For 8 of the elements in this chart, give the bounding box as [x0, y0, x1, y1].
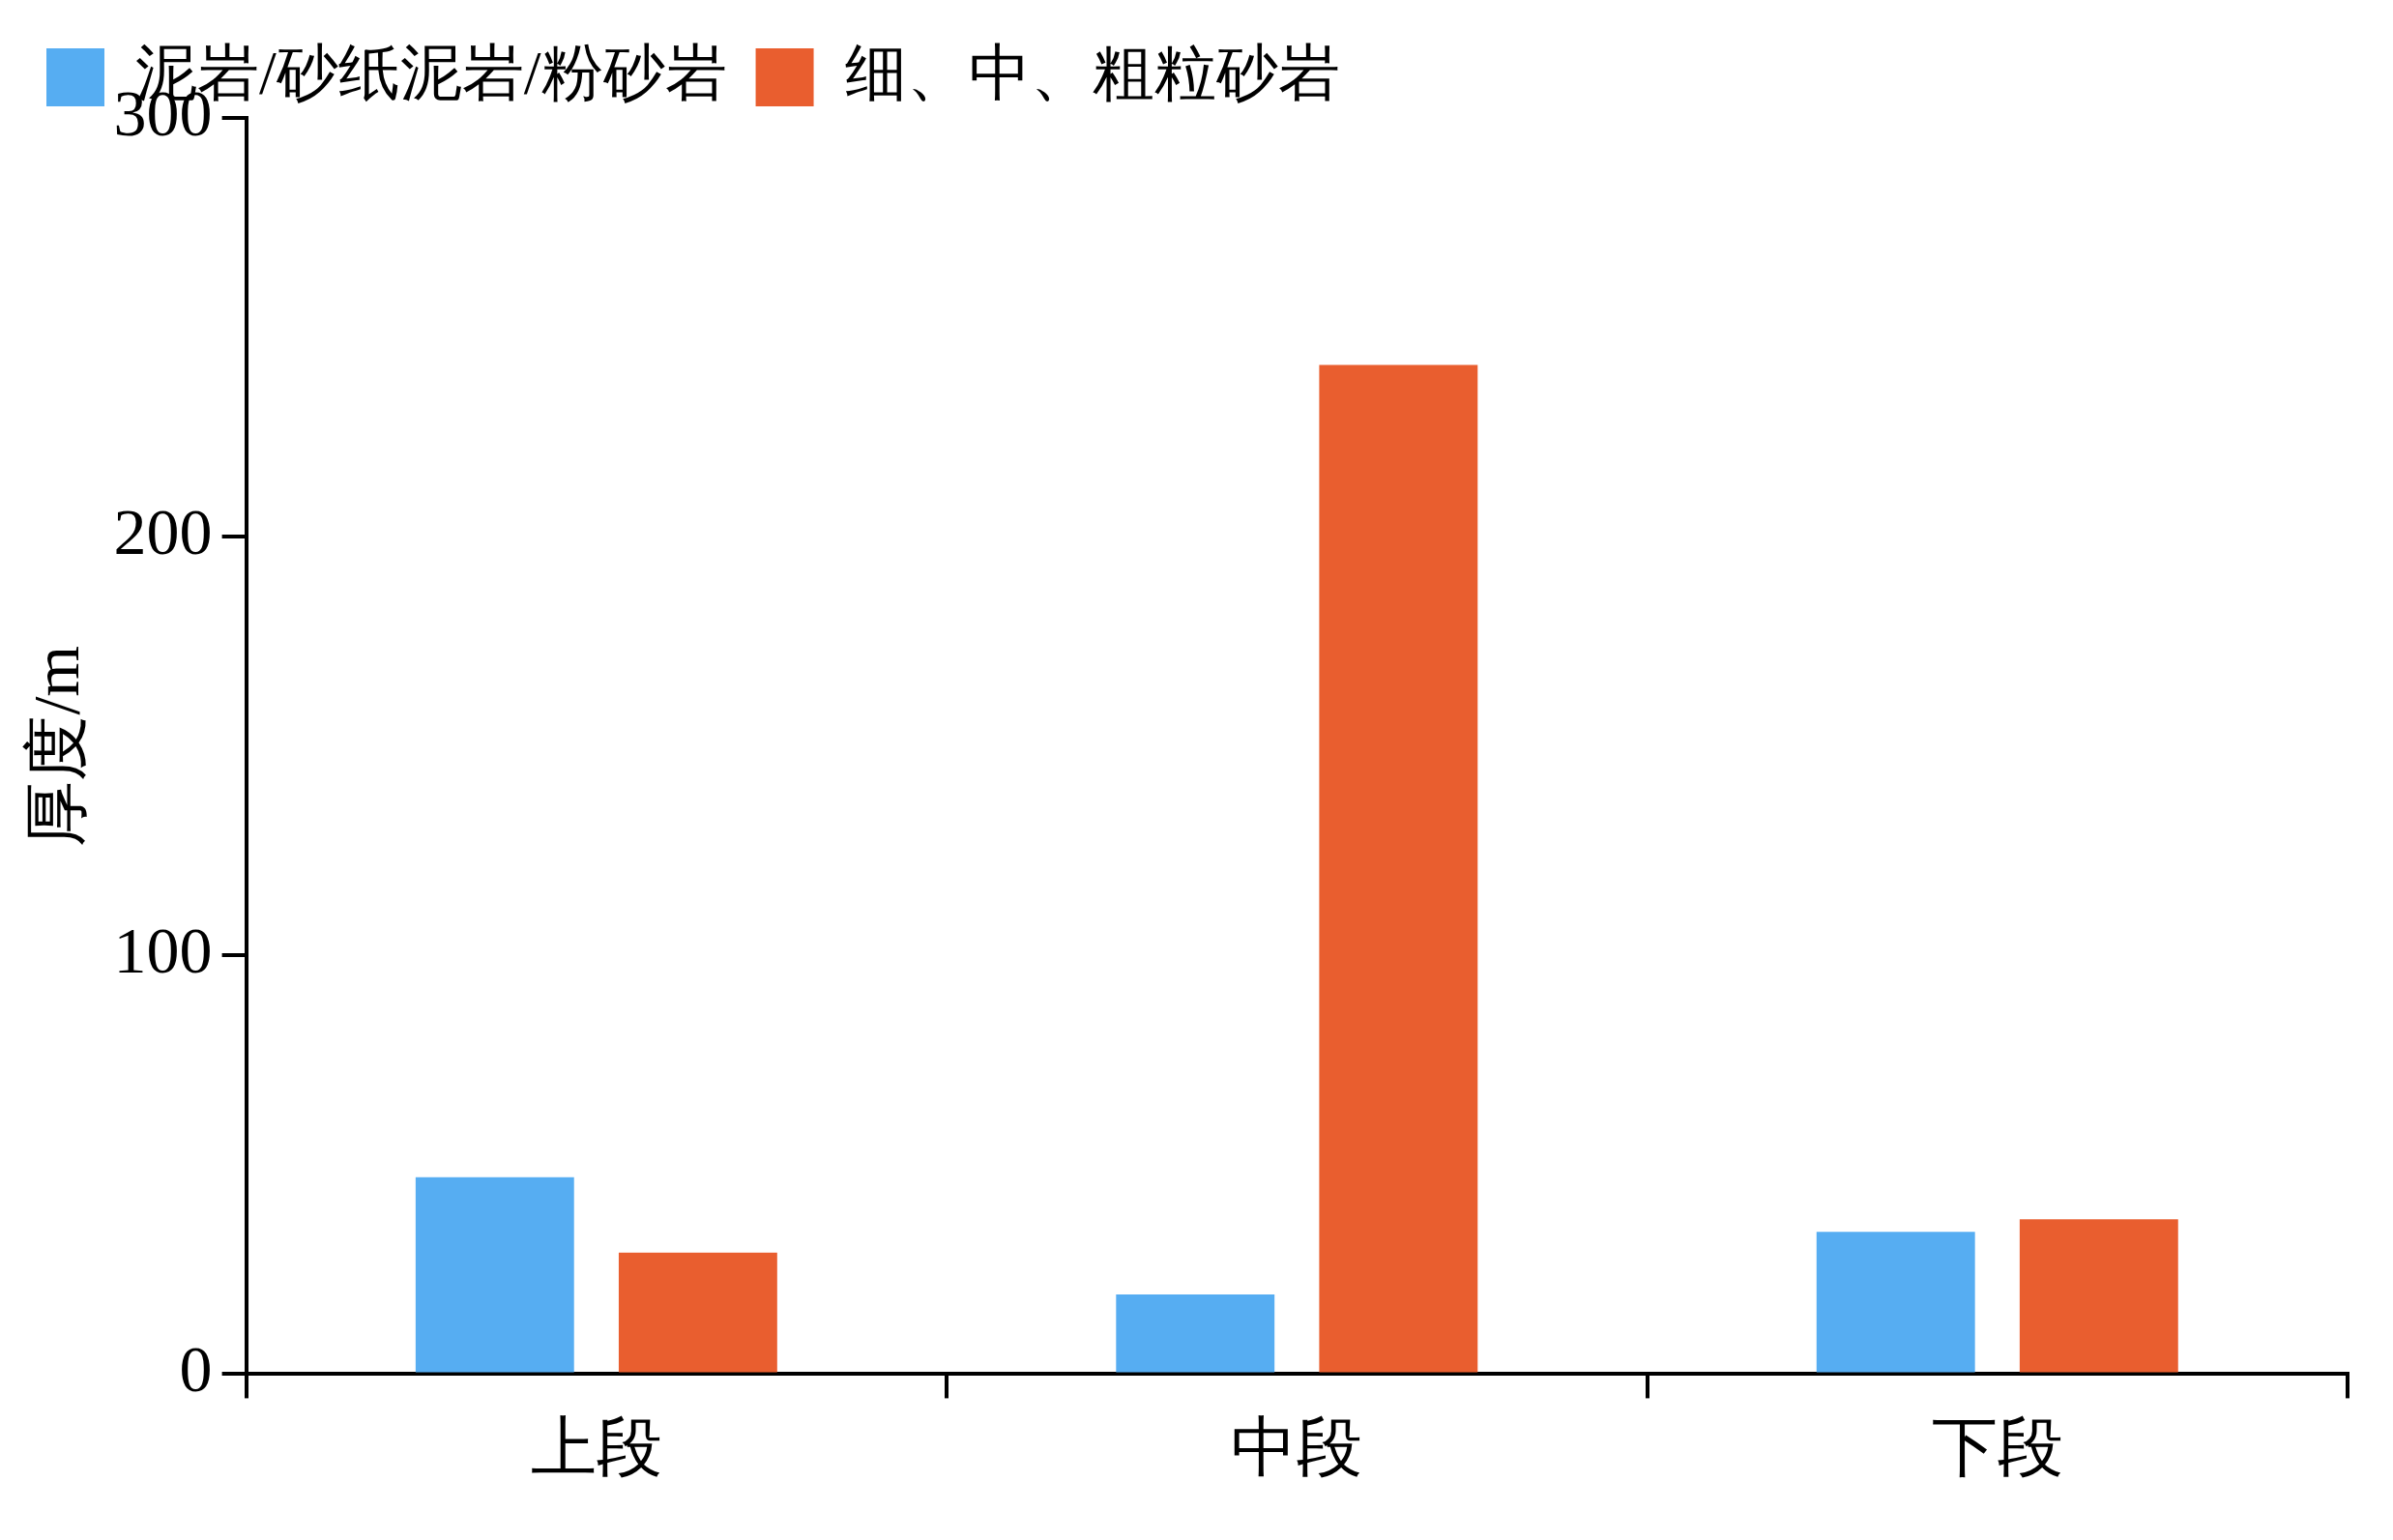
- y-tick-label: 200: [113, 494, 213, 568]
- legend-label: 细、中、粗粒砂岩: [844, 38, 1340, 107]
- y-tick-label: 100: [113, 914, 213, 988]
- x-tick-label: 上段: [530, 1410, 662, 1485]
- y-axis-title: 厚度/m: [18, 645, 93, 847]
- x-tick-label: 下段: [1931, 1410, 2063, 1485]
- x-tick-label: 中段: [1231, 1410, 1363, 1485]
- y-tick-label: 0: [179, 1332, 213, 1407]
